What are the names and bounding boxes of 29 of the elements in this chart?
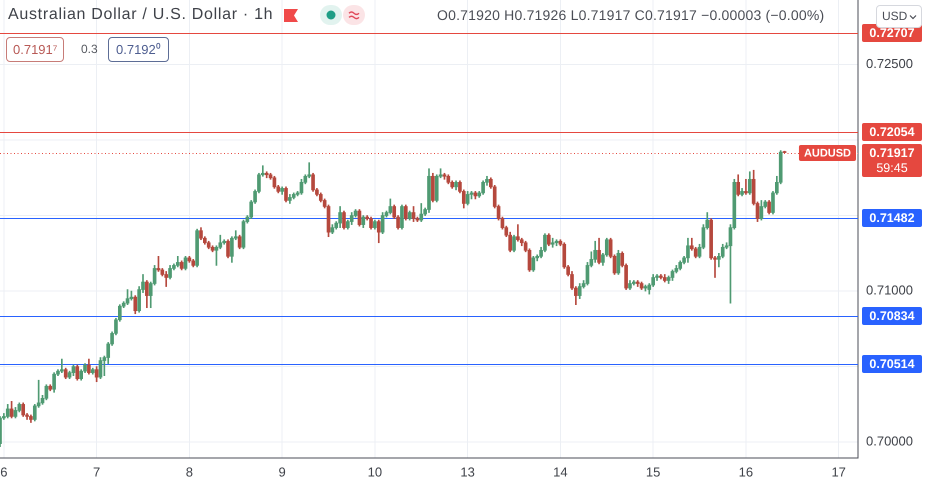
ref-line-label: 0.70834 (869, 308, 915, 323)
x-tick-label: 14 (553, 464, 568, 480)
annotation: 0.3 (81, 42, 98, 56)
ref-line-label: 0.70514 (869, 356, 915, 371)
x-tick-label: 10 (368, 464, 382, 480)
text: O0.71920 H0.71926 L0.71917 C0.71917 −0.00003 (−0.00%) (437, 7, 824, 23)
y-tick-label: 0.72500 (866, 56, 913, 72)
x-tick-label: 17 (831, 464, 846, 480)
ref-line-label: 0.71482 (869, 210, 915, 225)
annotation: 0.7191⁷ (13, 42, 58, 57)
price-button[interactable]: 0.7191⁷ (6, 37, 64, 62)
text: 59:45 (876, 160, 908, 175)
annotation: AUDUSD (804, 148, 852, 160)
x-tick-label: 9 (278, 464, 286, 480)
ref-line-label: 0.72054 (869, 124, 915, 139)
x-tick-label: 7 (93, 464, 100, 480)
y-tick-label: 0.71000 (866, 282, 913, 298)
ref-line-label: 0.72707 (869, 26, 915, 40)
currency-dropdown[interactable]: USD (876, 5, 922, 28)
x-tick-label: 15 (646, 464, 660, 480)
x-tick-label: 6 (0, 464, 8, 480)
y-tick-label: 0.70000 (866, 434, 913, 449)
chart-title: Australian Dollar / U.S. Dollar · 1h (8, 6, 274, 24)
x-tick-label: 13 (460, 464, 475, 480)
x-tick-label: 16 (738, 464, 754, 480)
ref-line-label: 0.71917 (869, 146, 915, 160)
annotation: 0.7192⁰ (116, 42, 161, 57)
price-button[interactable]: 0.7192⁰ (108, 37, 169, 62)
x-tick-label: 8 (186, 464, 193, 480)
